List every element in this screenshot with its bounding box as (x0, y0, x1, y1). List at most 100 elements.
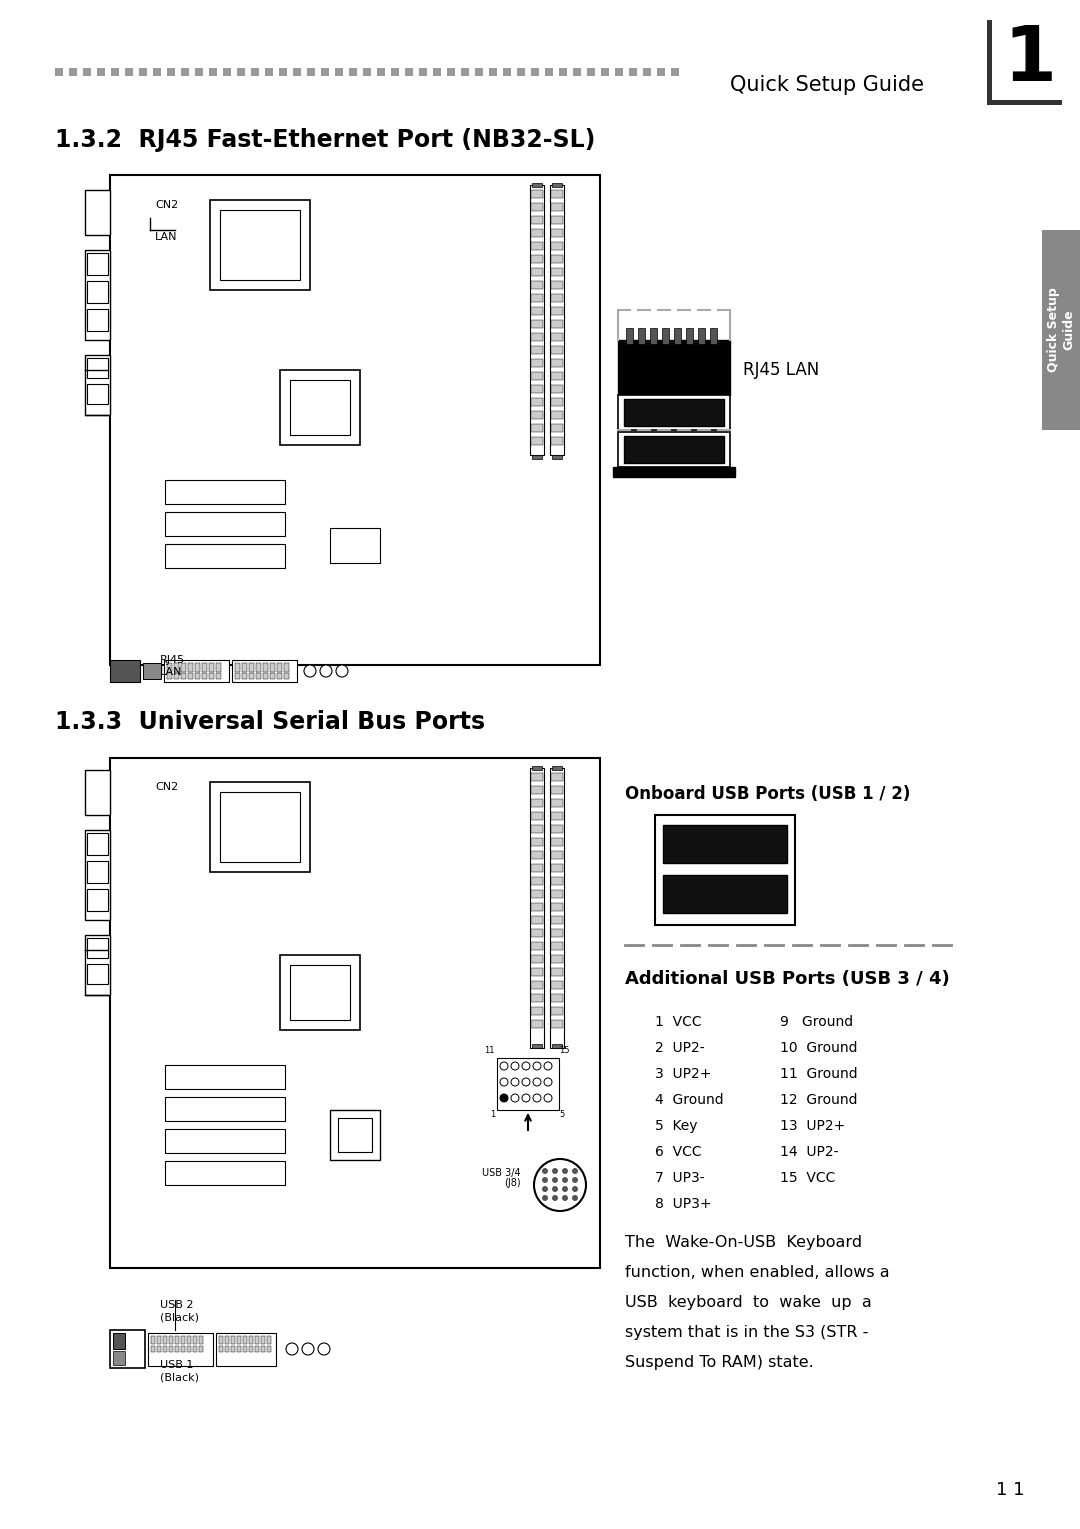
Text: Quick Setup
Guide: Quick Setup Guide (1047, 287, 1075, 373)
Bar (125, 67, 133, 76)
Bar (113, 1333, 125, 1349)
Text: 1: 1 (1003, 23, 1056, 96)
Text: CN2: CN2 (156, 200, 178, 209)
Bar (264, 664, 268, 673)
Bar (489, 67, 497, 76)
Text: system that is in the S3 (STR -: system that is in the S3 (STR - (625, 1326, 868, 1339)
Bar (193, 1336, 197, 1344)
Bar (87, 309, 108, 330)
Bar (531, 956, 543, 963)
Bar (550, 185, 564, 456)
Bar (199, 1346, 203, 1352)
Bar (181, 1336, 185, 1344)
Bar (405, 67, 413, 76)
Bar (97, 67, 105, 76)
Bar (447, 67, 455, 76)
Bar (237, 67, 245, 76)
Bar (552, 1044, 562, 1047)
Bar (321, 67, 329, 76)
Text: 13  UP2+: 13 UP2+ (780, 1119, 846, 1133)
Bar (613, 466, 735, 477)
Bar (551, 1008, 563, 1015)
Bar (167, 673, 172, 679)
Bar (531, 320, 543, 329)
Bar (993, 20, 1062, 99)
Circle shape (562, 1168, 568, 1174)
Bar (87, 833, 108, 855)
Bar (168, 1336, 173, 1344)
Bar (588, 67, 595, 76)
Bar (531, 982, 543, 989)
Bar (195, 67, 203, 76)
Bar (531, 346, 543, 355)
Bar (110, 758, 600, 1268)
Circle shape (572, 1196, 578, 1200)
Bar (235, 673, 240, 679)
Circle shape (511, 1078, 519, 1086)
Bar (85, 830, 110, 920)
Bar (188, 664, 193, 673)
Bar (265, 67, 273, 76)
Bar (615, 67, 623, 76)
Bar (551, 864, 563, 872)
Bar (686, 329, 693, 344)
Bar (174, 673, 179, 679)
Bar (531, 424, 543, 433)
Bar (551, 826, 563, 833)
Bar (291, 381, 350, 434)
Bar (638, 329, 645, 344)
Bar (531, 216, 543, 225)
Bar (551, 890, 563, 898)
Bar (235, 664, 240, 673)
Bar (187, 1346, 191, 1352)
Bar (531, 968, 543, 976)
Text: 5: 5 (559, 1110, 564, 1119)
Bar (551, 982, 563, 989)
Bar (165, 1096, 285, 1121)
Bar (531, 268, 543, 277)
Bar (284, 664, 289, 673)
Bar (475, 67, 483, 76)
Text: LAN: LAN (156, 232, 177, 242)
Bar (210, 200, 310, 291)
Bar (551, 372, 563, 381)
Bar (531, 786, 543, 794)
Bar (87, 252, 108, 275)
Circle shape (534, 1159, 586, 1211)
Circle shape (552, 1187, 558, 1193)
Circle shape (500, 1063, 508, 1070)
Bar (237, 1346, 241, 1352)
Bar (551, 1020, 563, 1027)
Bar (216, 664, 221, 673)
Bar (255, 1336, 259, 1344)
Bar (531, 1008, 543, 1015)
Bar (270, 673, 275, 679)
Bar (531, 838, 543, 846)
Circle shape (318, 1342, 330, 1355)
Bar (531, 190, 543, 197)
Bar (573, 67, 581, 76)
Bar (284, 673, 289, 679)
Bar (164, 661, 229, 682)
Text: 8  UP3+: 8 UP3+ (654, 1197, 712, 1211)
Bar (624, 436, 724, 463)
Bar (532, 766, 542, 771)
Circle shape (511, 1063, 519, 1070)
Bar (87, 281, 108, 303)
Circle shape (320, 665, 332, 677)
Bar (222, 67, 231, 76)
Bar (551, 255, 563, 263)
Text: (Black): (Black) (160, 1312, 199, 1323)
Text: 1  VCC: 1 VCC (654, 1015, 702, 1029)
Circle shape (562, 1196, 568, 1200)
Bar (531, 398, 543, 407)
Bar (87, 937, 108, 959)
Bar (531, 812, 543, 820)
Bar (83, 67, 91, 76)
Bar (174, 664, 179, 673)
Bar (531, 864, 543, 872)
Bar (193, 1346, 197, 1352)
Bar (202, 673, 207, 679)
Bar (531, 67, 539, 76)
Circle shape (302, 1342, 314, 1355)
